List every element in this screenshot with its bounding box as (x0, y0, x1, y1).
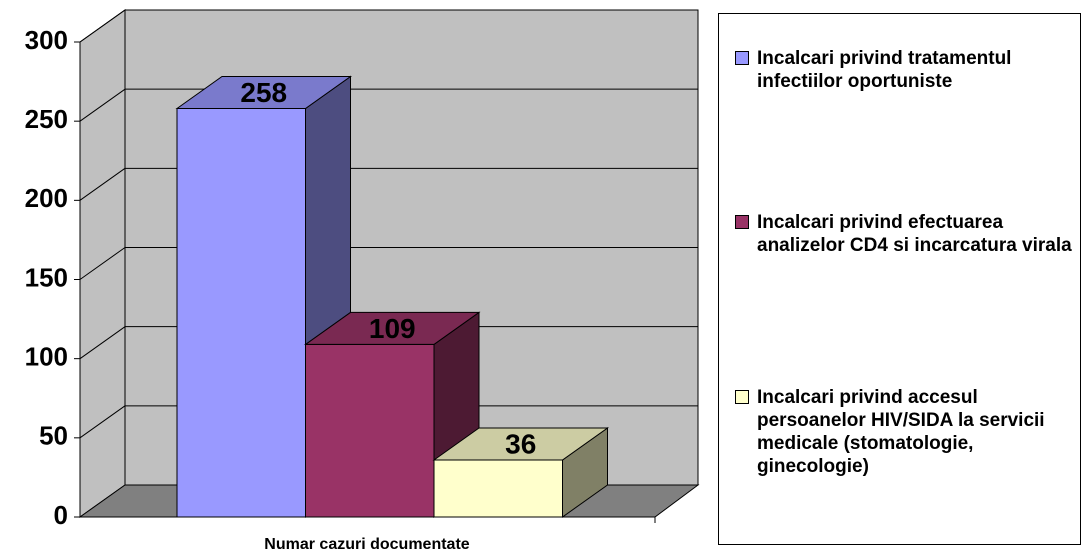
grid-line (79, 326, 126, 360)
y-tick-label: 300 (25, 25, 68, 55)
bar-front (305, 343, 435, 518)
grid-line (79, 167, 126, 201)
legend-swatch (735, 51, 749, 65)
value-label: 258 (240, 77, 287, 108)
y-tick-label: 0 (54, 500, 68, 530)
y-tick-label: 50 (39, 421, 68, 451)
bar-top (432, 427, 610, 461)
legend-entry: Incalcari privind efectuarea analizelor … (735, 211, 1075, 257)
bar-front (176, 108, 306, 518)
grid-line (79, 405, 126, 439)
legend-label: Incalcari privind efectuarea analizelor … (757, 212, 1072, 256)
legend-label: Incalcari privind tratamentul infectiilo… (757, 48, 1012, 92)
legend-swatch (735, 390, 749, 404)
legend-swatch (735, 215, 749, 229)
y-tick-label: 150 (25, 262, 68, 292)
value-label: 36 (505, 428, 536, 459)
bar-front (433, 459, 563, 518)
legend: Incalcari privind tratamentul infectiilo… (718, 13, 1081, 545)
grid-line (79, 9, 126, 43)
x-tick-label: Numar cazuri documentate (264, 536, 469, 553)
bar-top (175, 76, 353, 109)
y-tick-label: 100 (25, 342, 68, 372)
legend-label: Incalcari privind accesul persoanelor HI… (757, 387, 1045, 477)
bar-top (303, 311, 481, 345)
legend-entry: Incalcari privind tratamentul infectiilo… (735, 47, 1075, 93)
value-label: 109 (369, 313, 416, 344)
grid-line (79, 88, 126, 122)
y-tick-label: 250 (25, 104, 68, 134)
grid-line (79, 247, 126, 280)
y-tick-label: 200 (25, 183, 68, 213)
legend-entry: Incalcari privind accesul persoanelor HI… (735, 386, 1075, 478)
